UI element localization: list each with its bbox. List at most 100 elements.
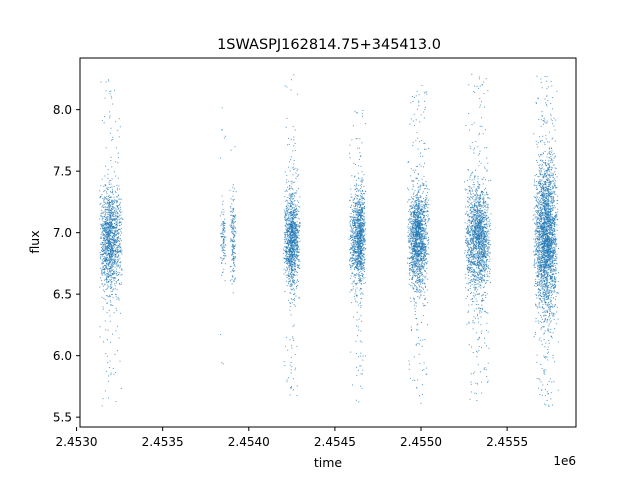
data-point <box>296 226 298 228</box>
data-point <box>108 269 110 271</box>
data-point <box>233 199 235 201</box>
data-point <box>357 189 359 191</box>
data-point <box>350 206 352 208</box>
data-point <box>416 223 418 225</box>
data-point <box>294 223 296 225</box>
data-point <box>111 211 113 213</box>
data-point <box>363 207 365 209</box>
data-point <box>119 272 121 274</box>
data-point <box>297 251 299 253</box>
data-point <box>294 217 296 219</box>
data-point <box>360 330 362 332</box>
data-point <box>353 176 355 178</box>
data-point <box>363 259 365 261</box>
data-point <box>350 204 352 206</box>
data-point <box>103 200 105 202</box>
data-point <box>357 269 359 271</box>
data-point <box>426 233 428 235</box>
data-point <box>411 196 413 198</box>
data-point <box>414 225 416 227</box>
data-point <box>423 304 425 306</box>
data-point <box>109 231 111 233</box>
data-point <box>363 267 365 269</box>
data-point <box>231 230 233 232</box>
data-point <box>348 239 350 241</box>
data-point <box>422 238 424 240</box>
data-point <box>422 240 424 242</box>
data-point <box>355 284 357 286</box>
data-point <box>120 230 122 232</box>
data-point <box>297 241 299 243</box>
data-point <box>408 241 410 243</box>
data-point <box>107 223 109 225</box>
data-point <box>104 246 106 248</box>
data-point <box>293 264 295 266</box>
data-point <box>416 222 418 224</box>
data-point <box>101 232 103 234</box>
data-point <box>357 239 359 241</box>
data-point <box>112 269 114 271</box>
data-point <box>230 205 232 207</box>
data-point <box>409 227 411 229</box>
data-point <box>109 287 111 289</box>
data-point <box>361 249 363 251</box>
data-point <box>354 196 356 198</box>
data-point <box>419 258 421 260</box>
data-point <box>353 252 355 254</box>
data-point <box>355 138 357 140</box>
data-point <box>284 232 286 234</box>
data-point <box>355 255 357 257</box>
data-point <box>350 243 352 245</box>
data-point <box>356 311 358 313</box>
data-point <box>362 242 364 244</box>
data-point <box>359 252 361 254</box>
data-point <box>114 217 116 219</box>
data-point <box>108 232 110 234</box>
data-point <box>362 211 364 213</box>
data-point <box>356 266 358 268</box>
data-point <box>421 235 423 237</box>
data-point <box>113 237 115 239</box>
data-point <box>232 220 234 222</box>
data-point <box>117 206 119 208</box>
data-point <box>361 246 363 248</box>
data-point <box>290 212 292 214</box>
data-point <box>413 251 415 253</box>
data-point <box>426 267 428 269</box>
data-point <box>422 240 424 242</box>
data-point <box>409 269 411 271</box>
data-point <box>416 243 417 245</box>
data-point <box>291 215 293 217</box>
data-point <box>221 129 223 131</box>
data-point <box>233 207 235 209</box>
data-point <box>101 119 103 121</box>
data-point <box>357 252 359 254</box>
data-point <box>363 193 365 195</box>
data-point <box>357 326 359 328</box>
data-point <box>116 225 118 227</box>
data-point <box>104 299 106 301</box>
data-point <box>359 233 361 235</box>
data-point <box>116 270 118 272</box>
data-point <box>358 206 360 208</box>
data-point <box>112 226 114 227</box>
data-point <box>233 265 235 267</box>
data-point <box>287 186 289 188</box>
data-point <box>412 198 414 200</box>
data-point <box>285 214 287 216</box>
data-point <box>291 206 293 208</box>
data-point <box>105 147 107 149</box>
data-point <box>297 266 299 268</box>
data-point <box>409 234 411 236</box>
data-point <box>414 236 416 238</box>
data-point <box>294 245 296 247</box>
data-point <box>114 230 116 232</box>
data-point <box>356 216 358 218</box>
data-point <box>233 245 235 247</box>
data-point <box>106 234 108 236</box>
data-point <box>285 235 287 237</box>
data-point <box>114 222 116 224</box>
data-point <box>293 294 295 296</box>
data-point <box>410 202 412 204</box>
data-point <box>108 263 110 265</box>
